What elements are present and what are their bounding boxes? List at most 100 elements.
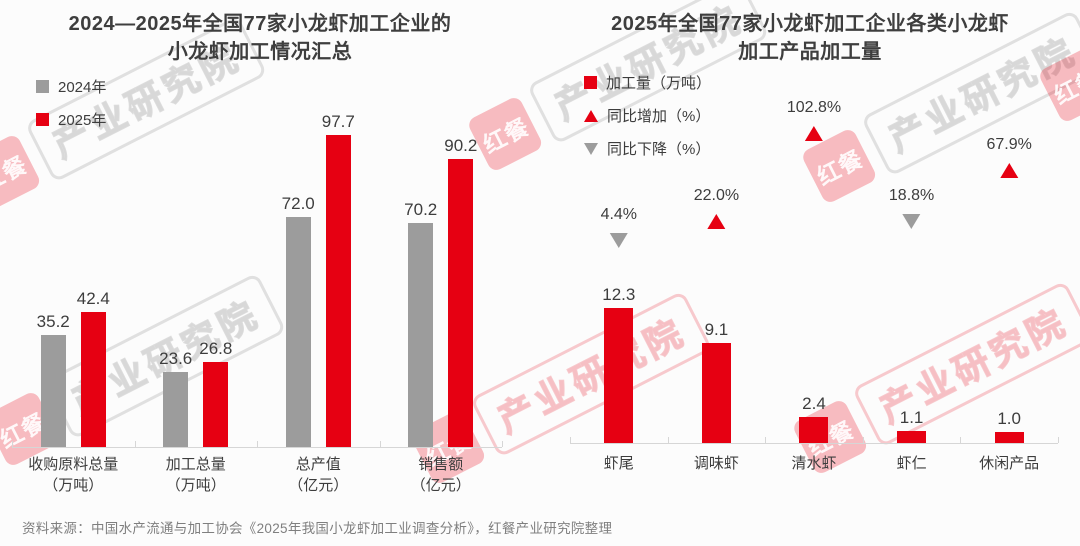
legend-item-2025: 2025年	[36, 109, 106, 130]
bar-group: 23.6 26.8	[135, 95, 258, 447]
axis-tick	[862, 437, 864, 443]
yoy-marker: 22.0%	[694, 187, 739, 229]
axis-tick	[570, 437, 571, 443]
bar-volume	[994, 432, 1024, 443]
legend-label: 2025年	[58, 112, 107, 129]
bar-value-label: 1.0	[997, 409, 1021, 428]
left-chart-title: 2024—2025年全国77家小龙虾加工企业的 小龙虾加工情况汇总	[0, 10, 520, 66]
yoy-percent-label: 4.4%	[600, 206, 638, 223]
left-chart-legend: 2024年 2025年	[36, 76, 106, 142]
bar-column: 67.9% 1.0	[960, 90, 1058, 443]
legend-item-volume: 加工量（万吨）	[584, 72, 711, 93]
bar-with-label: 12.3	[602, 285, 635, 443]
bar-volume	[897, 431, 927, 443]
bar-value-label: 35.2	[36, 312, 70, 331]
bar-value-label: 2.4	[802, 394, 826, 413]
bar-value-label: 12.3	[602, 285, 636, 304]
bar-with-label: 70.2	[404, 200, 437, 447]
bar-value-label: 26.8	[199, 339, 233, 358]
axis-tick	[667, 437, 669, 443]
right-chart-title-line1: 2025年全国77家小龙虾加工企业各类小龙虾	[611, 13, 1009, 35]
bar-value-label: 23.6	[159, 349, 193, 368]
yoy-marker: 4.4%	[601, 206, 637, 248]
bar-column: 4.4% 12.3	[570, 90, 668, 443]
legend-item-yoy-increase: 同比增加（%）	[584, 105, 711, 126]
right-chart-title-line2: 加工产品加工量	[738, 41, 882, 63]
bar-value-label: 72.0	[281, 194, 315, 213]
increase-triangle-icon	[707, 214, 726, 229]
increase-triangle-icon	[804, 126, 823, 141]
axis-tick	[12, 441, 13, 447]
increase-triangle-icon	[584, 109, 598, 122]
decrease-triangle-icon	[609, 233, 628, 248]
legend-label: 同比下降（%）	[607, 141, 711, 158]
yoy-marker: 67.9%	[986, 136, 1032, 178]
category-label: 收购原料总量 （万吨）	[28, 456, 119, 494]
increase-triangle-icon	[1000, 163, 1019, 178]
bar-volume	[799, 417, 829, 443]
axis-tick	[1058, 437, 1059, 443]
axis-tick	[134, 441, 136, 447]
decrease-triangle-icon	[902, 214, 921, 229]
bar-value-label: 97.7	[321, 112, 355, 131]
bar-column: 18.8% 1.1	[863, 90, 961, 443]
legend-label: 同比增加（%）	[607, 108, 711, 125]
red-square-icon	[584, 76, 597, 89]
bar-with-label: 72.0	[282, 194, 315, 447]
right-category-axis: 虾尾 调味虾 清水虾 虾仁 休闲产品	[570, 453, 1058, 474]
legend-item-2024: 2024年	[36, 76, 106, 97]
left-chart-title-line1: 2024—2025年全国77家小龙虾加工企业的	[68, 13, 452, 35]
bar-value-label: 90.2	[444, 136, 478, 155]
category-label: 虾尾	[603, 455, 634, 472]
axis-tick	[960, 437, 962, 443]
legend-label: 2024年	[58, 79, 107, 96]
right-plot-area: 4.4% 12.3 22.0% 9.1 102.8% 2.4 18.8% 1.1 67.9% 1.…	[570, 90, 1059, 444]
bar-with-label: 42.4	[77, 289, 110, 447]
left-chart-title-line2: 小龙虾加工情况汇总	[167, 41, 353, 63]
bar-2024	[163, 372, 189, 447]
decrease-triangle-icon	[584, 142, 598, 155]
bar-group: 72.0 97.7	[257, 95, 380, 447]
source-note: 资料来源：中国水产流通与加工协会《2025年我国小龙虾加工业调查分析》，红餐产业…	[22, 521, 613, 536]
left-category-axis: 收购原料总量 （万吨） 加工总量 （万吨） 总产值 （亿元） 销售额 （亿元）	[12, 454, 502, 496]
bar-with-label: 26.8	[199, 339, 232, 447]
bar-volume	[604, 308, 634, 443]
category-label: 销售额 （亿元）	[410, 456, 471, 494]
bar-with-label: 90.2	[444, 136, 477, 447]
yoy-percent-label: 67.9%	[986, 136, 1032, 153]
axis-tick	[765, 437, 767, 443]
legend-item-yoy-decrease: 同比下降（%）	[584, 138, 711, 159]
bar-2025	[448, 159, 474, 447]
bar-column: 22.0% 9.1	[668, 90, 766, 443]
bar-volume	[701, 343, 731, 443]
bar-with-label: 2.4	[799, 394, 829, 443]
red-square-icon	[36, 113, 49, 126]
bar-group: 70.2 90.2	[380, 95, 503, 447]
bar-group: 35.2 42.4	[12, 95, 135, 447]
bar-2024	[40, 335, 66, 447]
yoy-percent-label: 18.8%	[888, 187, 935, 204]
right-chart-legend: 加工量（万吨） 同比增加（%） 同比下降（%）	[584, 72, 711, 171]
bar-with-label: 97.7	[322, 112, 355, 447]
yoy-percent-label: 102.8%	[786, 99, 842, 116]
category-label: 休闲产品	[979, 455, 1040, 472]
category-label: 调味虾	[693, 455, 739, 472]
category-label: 清水虾	[791, 455, 837, 472]
axis-tick	[257, 441, 258, 447]
bar-2025	[80, 312, 106, 447]
bar-with-label: 35.2	[37, 312, 70, 447]
bar-value-label: 1.1	[899, 408, 924, 427]
bar-value-label: 9.1	[704, 320, 729, 339]
bar-value-label: 70.2	[404, 200, 438, 219]
bar-value-label: 42.4	[76, 289, 110, 308]
yoy-percent-label: 22.0%	[693, 187, 740, 204]
bar-column: 102.8% 2.4	[765, 90, 863, 443]
gray-square-icon	[36, 80, 49, 93]
category-label: 总产值 （亿元）	[288, 456, 349, 494]
bar-2025	[203, 362, 229, 447]
axis-tick	[502, 441, 503, 447]
bar-with-label: 9.1	[701, 320, 731, 443]
legend-label: 加工量（万吨）	[606, 75, 712, 92]
left-plot-area: 35.2 42.4 23.6 26.8 72.0 97.7 70.2 90.2	[12, 95, 503, 448]
bar-with-label: 23.6	[159, 349, 192, 447]
